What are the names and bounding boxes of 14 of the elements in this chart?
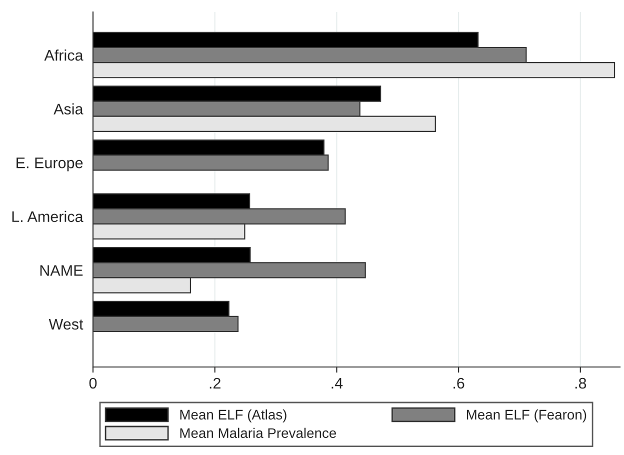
x-tick-label: 0 <box>89 378 97 389</box>
x-tick-label: .4 <box>332 378 343 388</box>
y-tick-label: West <box>48 318 84 330</box>
y-tick-label: E. Europe <box>16 158 83 172</box>
y-tick-label: Asia <box>54 103 84 115</box>
x-tick-label: .6 <box>454 378 464 389</box>
x-tick-label: .8 <box>575 378 586 389</box>
legend-label: Mean ELF (Fearon) <box>466 409 586 422</box>
y-tick-label: Africa <box>44 49 84 61</box>
x-tick-label: .2 <box>210 378 220 388</box>
legend-label: Mean ELF (Atlas) <box>180 409 286 422</box>
y-tick-label: L. America <box>12 210 84 222</box>
legend-label: Mean Malaria Prevalence <box>180 428 336 438</box>
y-tick-label: NAME <box>40 265 83 276</box>
